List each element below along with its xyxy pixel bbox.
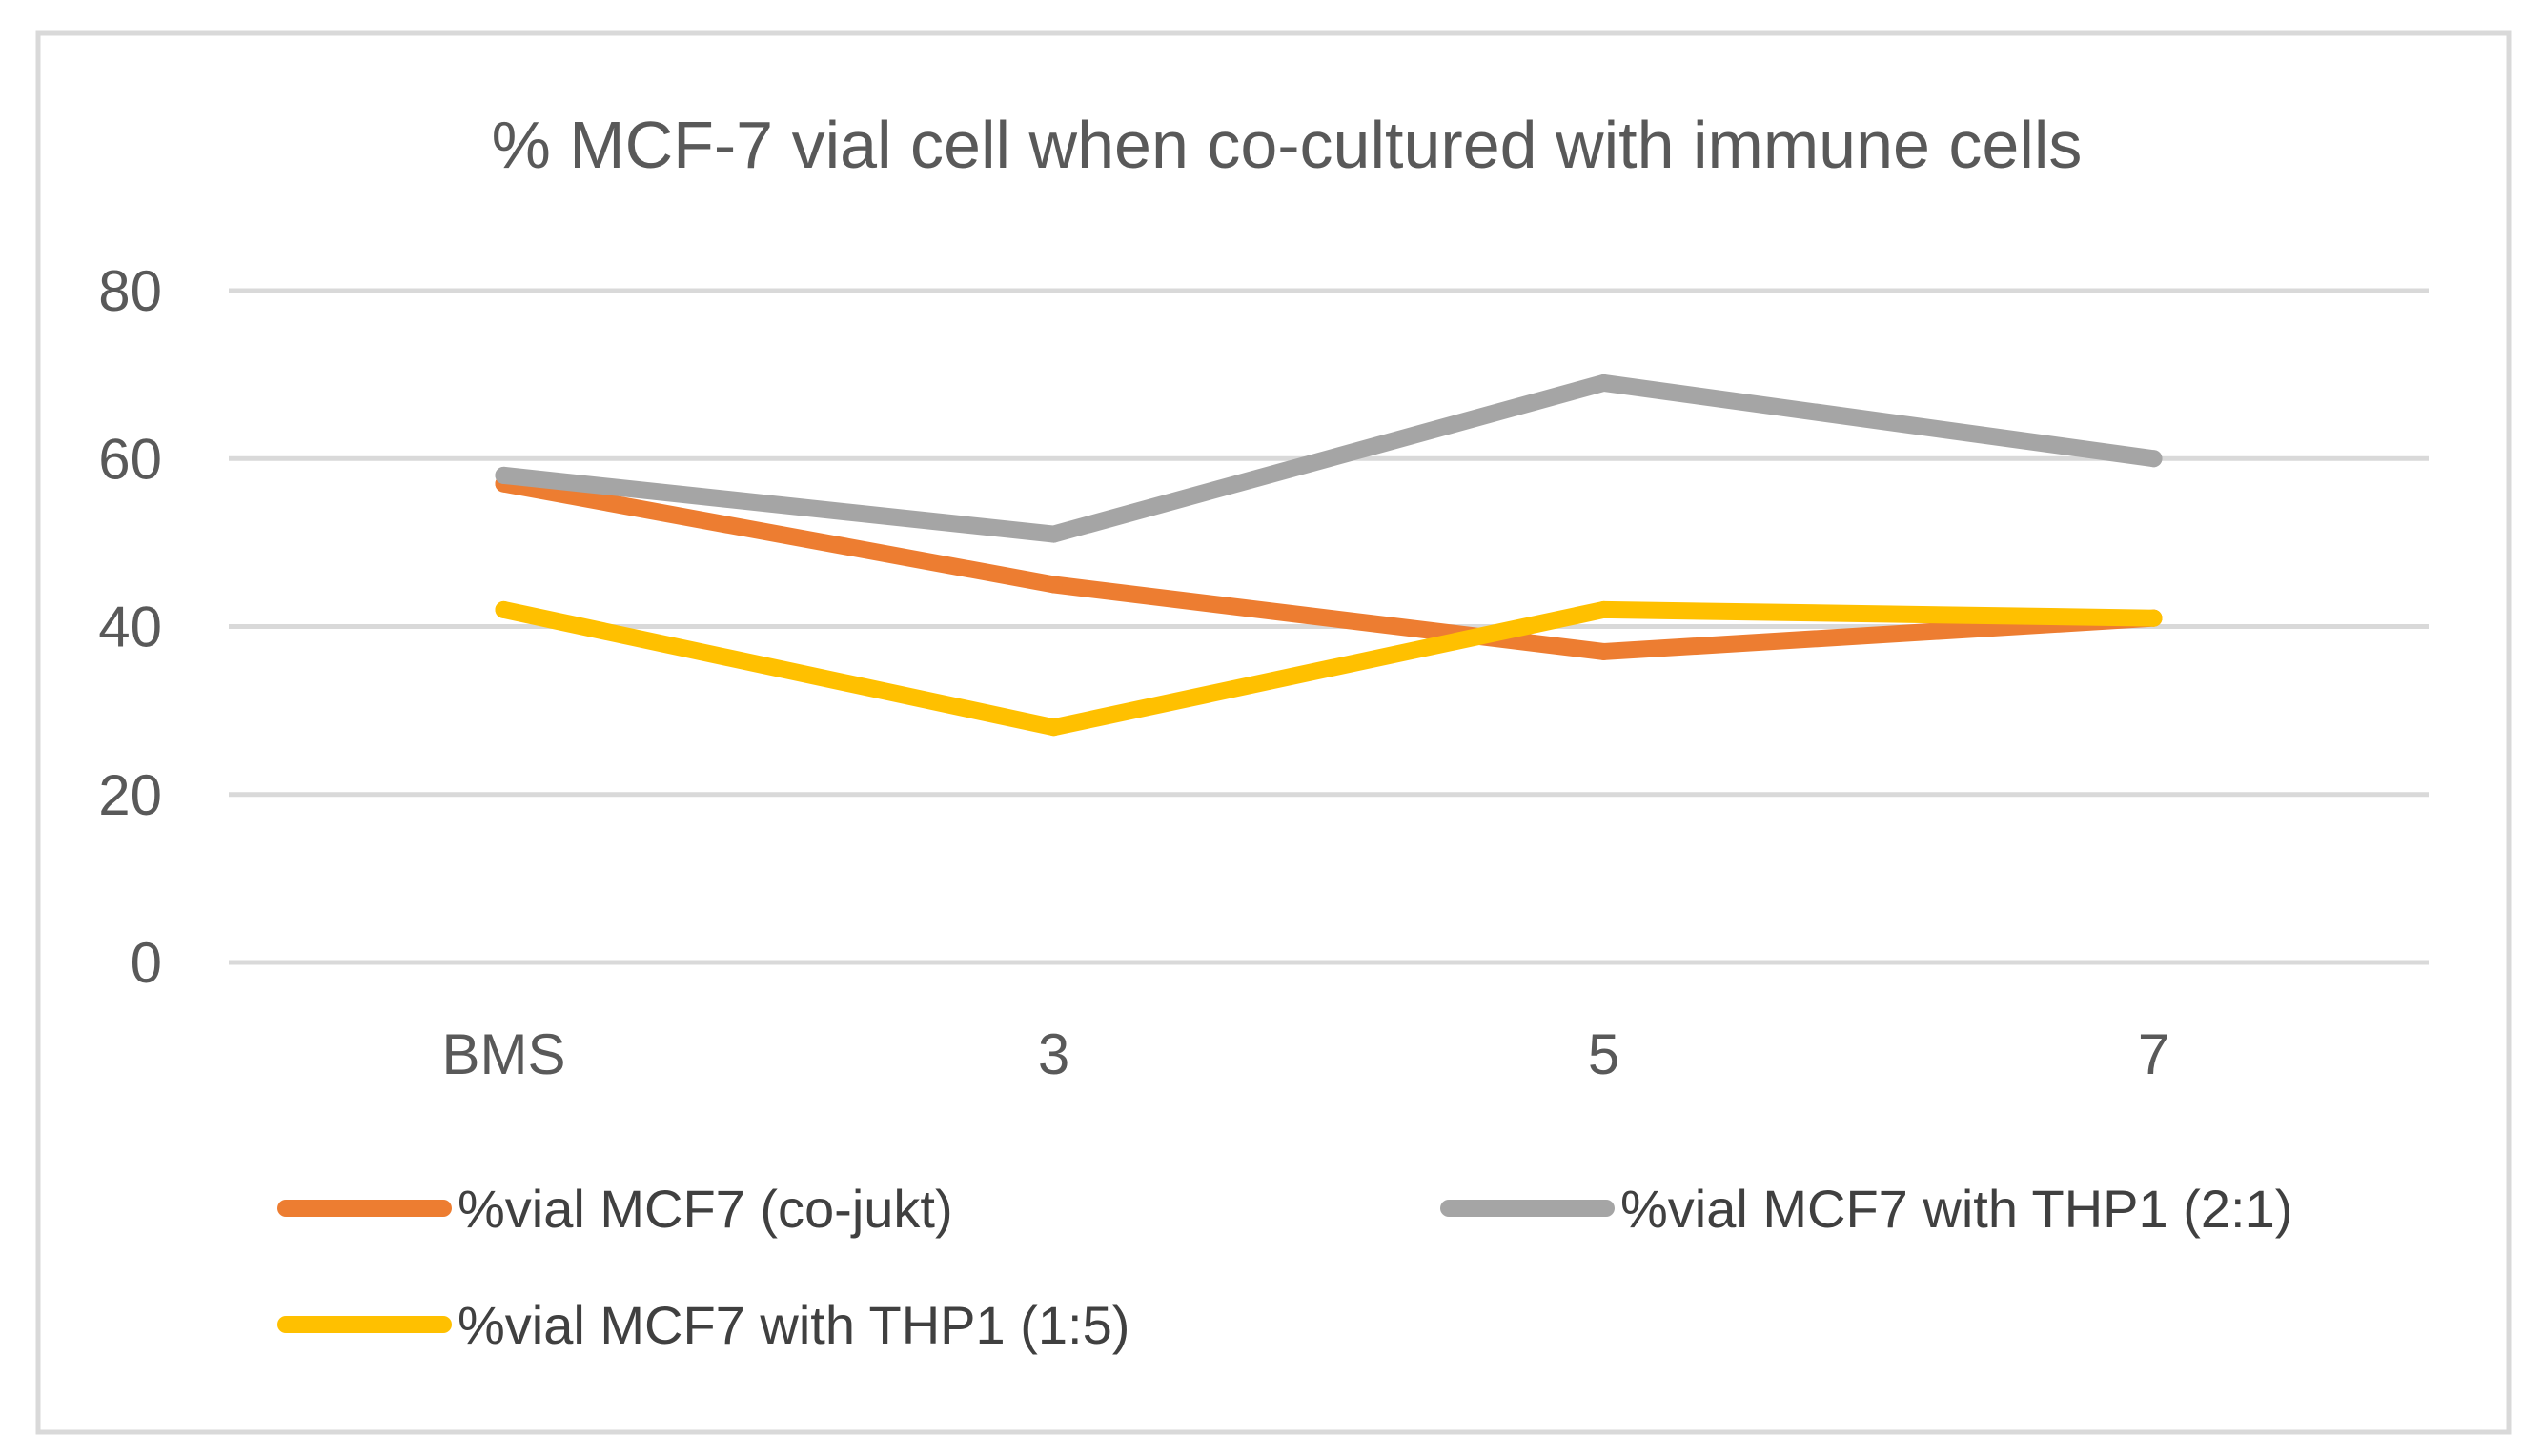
legend-label: %vial MCF7 (co-jukt): [458, 1179, 953, 1239]
series-lines: [495, 374, 2163, 737]
y-tick-label: 60: [98, 427, 162, 491]
data-point: [2145, 450, 2163, 468]
data-point: [2145, 609, 2163, 627]
data-point: [495, 600, 513, 618]
legend-entry-2: %vial MCF7 with THP1 (2:1): [1440, 1179, 2292, 1239]
y-tick-label: 40: [98, 596, 162, 659]
data-point: [1045, 718, 1063, 737]
data-point: [495, 466, 513, 484]
y-tick-label: 20: [98, 763, 162, 827]
data-point: [1045, 576, 1063, 594]
x-tick-label: 5: [1588, 1022, 1619, 1086]
legend-entry-1: %vial MCF7 (co-jukt): [277, 1179, 953, 1239]
legend-label: %vial MCF7 with THP1 (1:5): [458, 1295, 1129, 1355]
data-point: [1595, 600, 1613, 618]
x-axis-ticks: BMS 3 5 7: [441, 1022, 2169, 1086]
series-line-1: [495, 475, 2163, 660]
y-axis-ticks: 0 20 40 60 80: [98, 259, 162, 995]
legend-label: %vial MCF7 with THP1 (2:1): [1620, 1179, 2292, 1239]
legend-entry-3: %vial MCF7 with THP1 (1:5): [277, 1295, 1129, 1355]
legend: %vial MCF7 (co-jukt) %vial MCF7 with THP1…: [277, 1179, 2292, 1355]
data-point: [1595, 642, 1613, 660]
x-tick-label: BMS: [441, 1022, 565, 1086]
chart-title: % MCF-7 vial cell when co-cultured with …: [492, 108, 2083, 182]
series-line-3: [495, 600, 2163, 737]
y-tick-label: 0: [131, 931, 162, 995]
y-tick-label: 80: [98, 259, 162, 323]
data-point: [1595, 374, 1613, 392]
data-point: [1045, 525, 1063, 543]
chart-frame: [35, 30, 2512, 1435]
x-tick-label: 7: [2138, 1022, 2169, 1086]
series-line-2: [495, 374, 2163, 543]
x-tick-label: 3: [1038, 1022, 1069, 1086]
